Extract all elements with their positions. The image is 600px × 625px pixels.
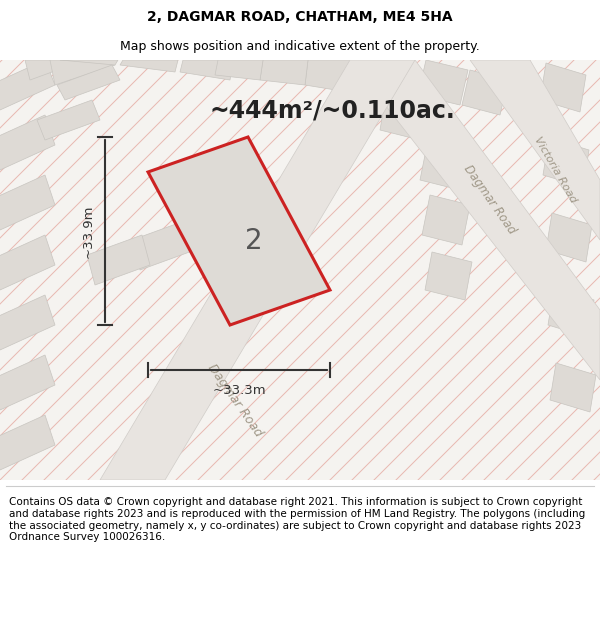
Text: Victoria Road: Victoria Road [532,135,578,205]
Polygon shape [37,100,100,140]
Polygon shape [0,175,55,230]
Polygon shape [422,195,470,245]
Polygon shape [132,220,195,270]
Polygon shape [330,85,376,130]
Polygon shape [418,60,468,105]
Polygon shape [420,140,468,190]
Polygon shape [87,235,150,285]
Polygon shape [550,363,596,412]
Text: ~33.3m: ~33.3m [212,384,266,397]
Polygon shape [380,95,426,140]
Polygon shape [0,235,55,290]
Polygon shape [260,60,308,85]
Text: Contains OS data © Crown copyright and database right 2021. This information is : Contains OS data © Crown copyright and d… [9,498,585,542]
Text: 2: 2 [245,227,263,255]
Polygon shape [305,60,352,92]
Polygon shape [462,70,508,115]
Polygon shape [0,115,55,170]
Polygon shape [0,60,55,110]
Text: 2, DAGMAR ROAD, CHATHAM, ME4 5HA: 2, DAGMAR ROAD, CHATHAM, ME4 5HA [147,10,453,24]
Polygon shape [540,63,586,112]
Text: Dagmar Road: Dagmar Road [461,163,518,237]
Polygon shape [548,288,594,337]
Text: Map shows position and indicative extent of the property.: Map shows position and indicative extent… [120,40,480,53]
Polygon shape [57,65,120,100]
Polygon shape [60,60,118,65]
Text: ~444m²/~0.110ac.: ~444m²/~0.110ac. [210,98,456,122]
Polygon shape [350,60,600,380]
Polygon shape [0,295,55,350]
Polygon shape [50,60,115,85]
Polygon shape [0,355,55,410]
Polygon shape [543,138,589,187]
Polygon shape [215,60,263,80]
Text: Dagmar Road: Dagmar Road [205,361,265,439]
Polygon shape [546,213,592,262]
Polygon shape [100,60,415,480]
Polygon shape [470,60,600,240]
Polygon shape [425,252,472,300]
Polygon shape [25,60,85,80]
Polygon shape [0,415,55,470]
Text: ~33.9m: ~33.9m [82,204,95,258]
Polygon shape [120,60,178,72]
Polygon shape [148,137,330,325]
Polygon shape [180,60,233,80]
